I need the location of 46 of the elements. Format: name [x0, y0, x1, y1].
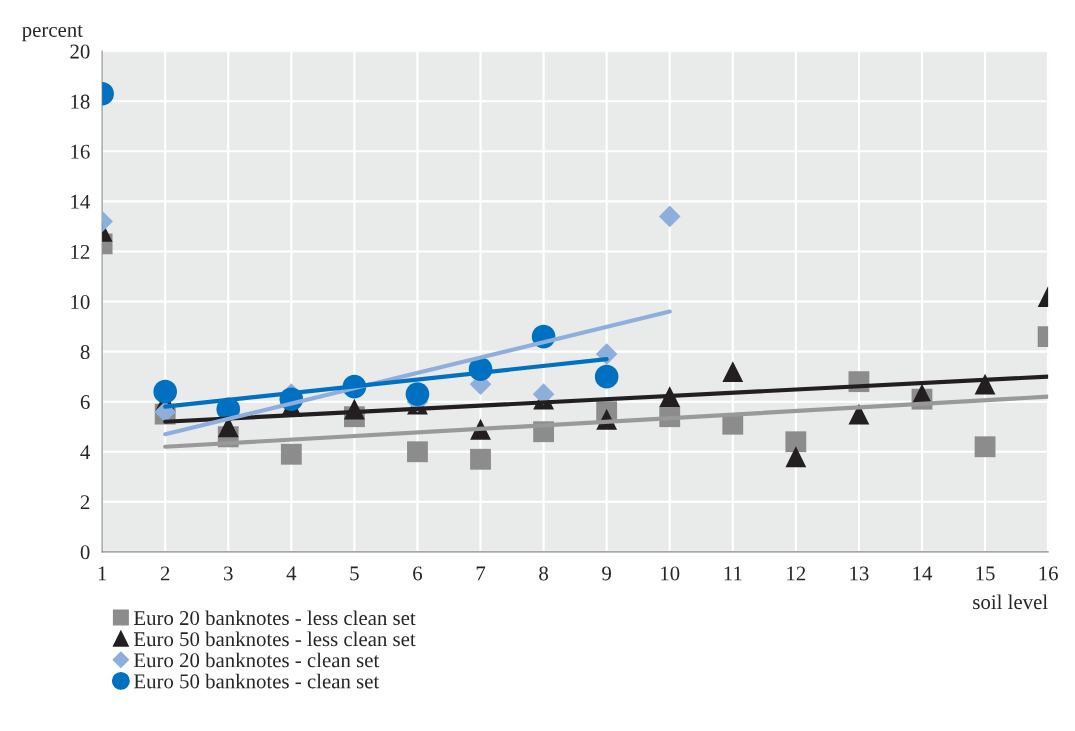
y-tick-label: 6 — [80, 395, 90, 410]
legend-label: Euro 50 banknotes - clean set — [133, 673, 380, 689]
y-tick-label: 0 — [80, 545, 90, 560]
point — [153, 379, 177, 404]
point — [658, 205, 681, 228]
x-tick-label: 1 — [98, 566, 107, 581]
x-tick-label: 13 — [850, 566, 869, 581]
y-tick-label: 4 — [80, 445, 90, 459]
y-tick-label: 20 — [70, 44, 90, 59]
y-tick-label: 2 — [80, 495, 90, 510]
x-tick-label: 16 — [1039, 566, 1058, 581]
x-tick-label: 5 — [350, 566, 359, 581]
x-tick-label: 12 — [787, 566, 806, 581]
y-tick-label: 12 — [71, 244, 90, 259]
x-tick-label: 10 — [661, 566, 680, 581]
x-tick-label: 14 — [913, 566, 933, 581]
point — [594, 364, 619, 389]
y-tick-label: 10 — [71, 294, 90, 309]
point — [407, 441, 428, 463]
x-tick-label: 6 — [413, 566, 423, 581]
legend-label: Euro 20 banknotes - less clean set — [133, 610, 416, 626]
x-tick-label: 3 — [224, 566, 233, 581]
point — [785, 431, 807, 453]
point — [280, 443, 302, 465]
x-tick-label: 15 — [976, 566, 995, 581]
point — [974, 436, 996, 458]
point — [722, 361, 744, 383]
x-tick-label: 11 — [724, 566, 742, 581]
x-tick-label: 4 — [286, 566, 297, 581]
point — [974, 373, 996, 395]
y-axis-title: percent — [22, 24, 83, 42]
point — [532, 383, 555, 405]
x-axis-title: soil level — [973, 594, 1048, 610]
y-tick-label: 8 — [80, 344, 90, 360]
x-tick-label: 2 — [160, 566, 170, 581]
x-tick-label: 9 — [602, 566, 612, 581]
legend-label: Euro 50 banknotes - less clean set — [133, 631, 416, 647]
point — [405, 382, 430, 406]
x-tick-label: 8 — [539, 566, 549, 581]
x-tick-label: 7 — [476, 566, 486, 581]
y-tick-label: 18 — [71, 94, 90, 109]
point — [470, 448, 491, 470]
point — [785, 446, 807, 468]
y-tick-label: 14 — [71, 194, 90, 209]
y-tick-label: 16 — [71, 144, 90, 159]
legend-label: Euro 20 banknotes - clean set — [133, 652, 380, 668]
